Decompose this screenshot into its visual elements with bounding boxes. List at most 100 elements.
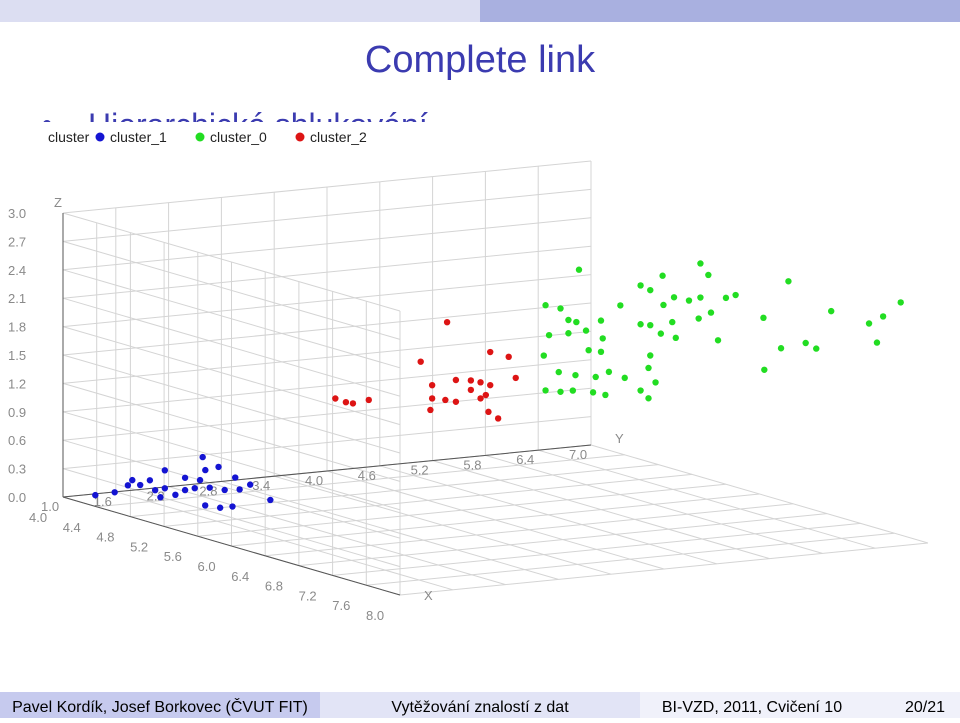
data-point [697,260,704,267]
data-point [589,389,597,396]
data-point [652,379,659,386]
data-point [477,395,484,402]
data-point [161,467,169,474]
data-point [232,474,239,481]
x-tick-label: 6.8 [265,579,283,594]
footer-band [640,692,960,718]
y-tick-label: 5.2 [411,463,429,478]
z-tick-label: 0.0 [8,490,26,505]
grid-line [432,460,770,560]
grid-line [62,439,401,539]
data-point [485,408,492,416]
data-point [557,305,564,312]
x-tick-label: 5.6 [164,549,182,564]
data-point [659,272,666,279]
data-point [714,337,722,344]
data-point [172,491,179,499]
grid-line [62,387,592,441]
data-point [246,481,254,488]
data-point [573,318,580,326]
grid-line [538,449,876,549]
data-point [879,313,887,320]
data-point [365,396,372,404]
data-point [199,453,206,461]
x-tick-label: 4.8 [96,530,114,545]
data-point [505,353,512,361]
z-axis-label: Z [54,195,62,210]
data-point [512,374,519,382]
grid-line [485,454,823,554]
data-point [191,484,198,492]
data-point [157,494,164,501]
data-point [215,463,222,471]
grid-line [221,480,559,580]
data-point [342,399,350,406]
z-tick-label: 2.7 [8,234,26,249]
data-point [873,339,881,346]
data-point [732,291,739,299]
x-tick-label: 8.0 [366,608,384,623]
data-point [660,301,667,309]
z-tick-label: 0.9 [8,405,26,420]
data-point [705,271,712,279]
grid-line [62,354,401,454]
z-tick-label: 2.1 [8,291,26,306]
legend-marker [95,132,105,142]
data-point [582,327,590,334]
x-tick-label: 6.0 [198,559,216,574]
data-point [697,294,704,301]
grid-line [62,274,592,328]
data-point [637,282,644,289]
data-point [617,302,624,309]
data-point [467,377,475,384]
data-point [540,352,547,359]
x-tick-label: 4.4 [63,520,81,535]
data-point [602,391,609,399]
data-point [92,491,99,499]
data-point [181,474,189,481]
data-point [146,477,154,484]
plot: 0.0 0.3 0.6 0.9 1.2 1.5 1.8 2.1 2.4 2.7 3.0 4.0 4.4 4… [8,160,929,623]
data-point [597,348,605,356]
y-tick-label: 1.0 [41,499,59,514]
data-point [557,388,564,395]
data-point [202,466,209,474]
data-point [669,318,676,326]
data-point [417,358,424,365]
grid-line [62,411,401,511]
data-point [707,309,715,316]
data-point [685,297,693,304]
grid-line [62,330,592,384]
grid-line [62,359,592,413]
grid-line [62,297,401,397]
footer-page: 20/21 [905,699,945,716]
data-point [670,294,678,301]
data-point [151,486,159,494]
y-tick-label: 7.0 [569,447,587,462]
legend-label: cluster_2 [310,129,367,145]
data-point [605,368,613,376]
data-point [236,486,243,493]
grid-line [62,468,401,568]
y-axis-label: Y [615,431,624,446]
data-point [487,381,494,389]
data-point [267,496,274,504]
footer-authors: Pavel Kordík, Josef Borkovec (ČVUT FIT) [12,697,308,716]
data-point [181,486,189,494]
x-tick-label: 6.4 [231,569,249,584]
data-point [332,395,339,402]
chart-background [0,122,960,622]
data-point [555,368,562,376]
x-tick-label: 7.2 [299,588,317,603]
x-tick-label: 5.2 [130,539,148,554]
data-point [545,331,553,339]
data-point [161,485,169,492]
header-band [480,0,960,22]
grid-line [590,444,929,544]
grid-line [62,416,592,470]
legend-marker [195,132,205,142]
data-point [647,321,654,329]
data-point [599,335,606,342]
data-point [229,503,236,510]
